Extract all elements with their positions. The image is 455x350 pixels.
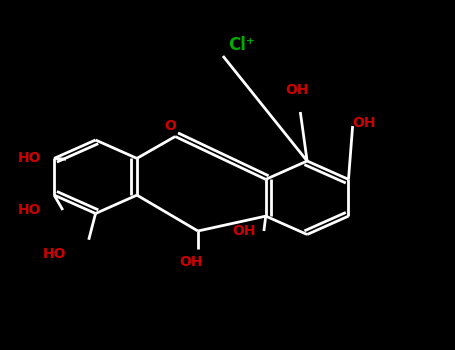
Text: OH: OH: [286, 83, 309, 97]
Text: OH: OH: [353, 116, 376, 130]
Text: OH: OH: [232, 224, 256, 238]
Text: HO: HO: [43, 247, 67, 261]
Text: HO: HO: [18, 203, 42, 217]
Text: HO: HO: [18, 151, 42, 165]
Text: O: O: [165, 119, 177, 133]
Text: OH: OH: [180, 255, 203, 269]
Text: Cl⁺: Cl⁺: [228, 36, 255, 54]
